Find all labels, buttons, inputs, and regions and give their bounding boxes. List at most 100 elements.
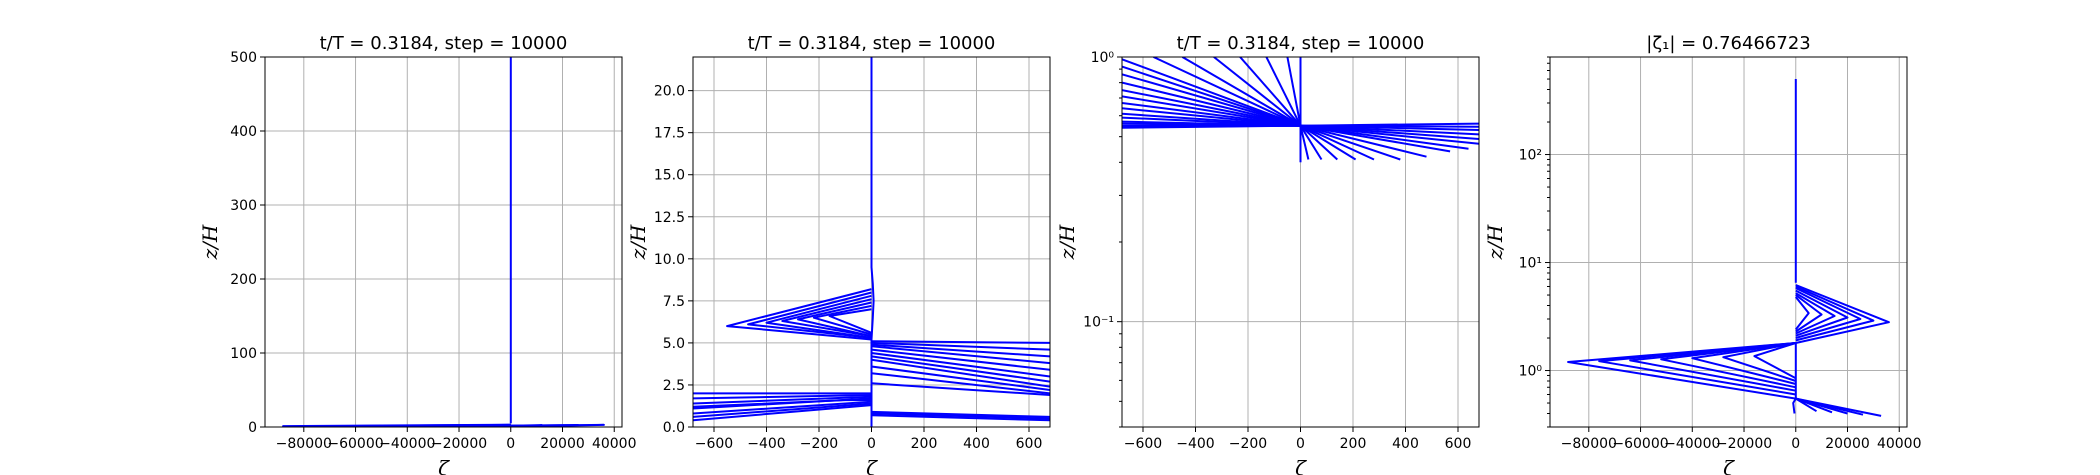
subplot-4-xtick-label-5: 20000 (1825, 436, 1870, 452)
subplot-4-series-14 (1753, 342, 1797, 380)
subplot-2-ytick-label-1: 2.5 (663, 378, 685, 394)
subplot-2-series-13 (871, 352, 1050, 378)
subplot-1-ytick-label-1: 100 (230, 346, 257, 362)
subplot-2-series-25 (693, 402, 872, 418)
subplot-3: t/T = 0.3184, step = 10000 ζ z/H −600 −40… (1055, 33, 1480, 475)
subplot-4-title: |ζ₁| = 0.76466723 (1646, 33, 1810, 54)
subplot-3-series-36 (1299, 125, 1310, 160)
subplot-3-series-31 (1300, 124, 1401, 161)
subplot-1-xlabel: ζ (438, 456, 450, 475)
subplot-4-xtick-label-1: −60000 (1612, 436, 1668, 452)
subplot-4-series-13 (1722, 342, 1797, 382)
subplot-2-ytick-label-2: 5.0 (663, 336, 685, 352)
subplot-2-xtick-label-4: 200 (911, 436, 938, 452)
subplot-3-series-6 (1122, 95, 1301, 127)
subplot-4-series-5 (1795, 292, 1836, 335)
subplot-3-xtick-label-6: 600 (1445, 436, 1472, 452)
subplot-3-series-4 (1122, 81, 1301, 127)
subplot-2-series-16 (871, 365, 1050, 391)
subplot-3-series-29 (1300, 124, 1451, 153)
subplot-4-frame (1549, 56, 1908, 428)
subplot-1-ytick-label-5: 500 (230, 50, 257, 66)
subplot-4-xtick-label-4: 0 (1791, 436, 1800, 452)
subplot-3-series-32 (1300, 124, 1375, 161)
subplot-2-ytick-label-0: 0.0 (663, 420, 685, 436)
subplot-2-ytick-label-5: 12.5 (654, 210, 685, 226)
subplot-4-series-4 (1795, 289, 1849, 337)
subplot-3-series-35 (1299, 125, 1323, 161)
subplot-2-series-0 (870, 57, 875, 340)
subplot-3-series-27 (1300, 124, 1479, 145)
subplot-2-series-18 (871, 382, 1050, 396)
subplot-3-xtick-label-5: 400 (1392, 436, 1419, 452)
subplot-1-title: t/T = 0.3184, step = 10000 (320, 33, 568, 54)
subplot-2-series-21 (693, 395, 872, 405)
subplot-4-xtick-label-6: 40000 (1877, 436, 1922, 452)
subplot-1-xtick-label-3: −20000 (431, 436, 487, 452)
subplot-2-series-24 (693, 400, 872, 415)
subplot-4-xtick-label-3: −20000 (1716, 436, 1772, 452)
subplot-3-xtick-label-2: −200 (1229, 436, 1267, 452)
subplot-2-series-7 (828, 308, 872, 334)
subplot-3-xtick-label-4: 200 (1340, 436, 1367, 452)
subplot-2-ytick-label-8: 20.0 (654, 84, 685, 100)
subplot-3-series-33 (1299, 124, 1357, 161)
subplot-1-ylabel: z/H (198, 224, 222, 260)
subplot-2-ytick-label-3: 7.5 (663, 294, 685, 310)
subplot-4-series-15 (1792, 343, 1797, 414)
subplot-4-ytick-label-1: 10¹ (1519, 256, 1542, 272)
subplot-3-series-2 (1122, 65, 1301, 127)
subplot-1-xtick-label-6: 40000 (592, 436, 637, 452)
subplot-1-ytick-label-2: 200 (230, 272, 257, 288)
subplot-2-series-1 (726, 288, 872, 341)
subplot-3-series-3 (1122, 73, 1301, 127)
subplot-2-series-26 (693, 404, 872, 422)
subplot-1-xtick-label-1: −60000 (327, 436, 383, 452)
subplot-2-xtick-label-5: 400 (963, 436, 990, 452)
subplot-2-series-15 (871, 358, 1050, 388)
subplot-1-series-3 (432, 423, 543, 427)
subplot-4-series-6 (1795, 294, 1823, 333)
subplot-1-ytick-label-0: 0 (248, 420, 257, 436)
subplot-4-series-3 (1795, 287, 1862, 339)
subplot-1-xtick-label-2: −40000 (379, 436, 435, 452)
subplot-2-series-5 (797, 301, 872, 338)
subplot-4: |ζ₁| = 0.76466723 ζ z/H −80000−60000−400… (1483, 33, 1922, 475)
subplot-4-xtick-label-2: −40000 (1664, 436, 1720, 452)
subplot-1-xtick-label-0: −80000 (276, 436, 332, 452)
subplot-3-series-30 (1300, 124, 1427, 158)
subplot-4-ytick-label-2: 10² (1519, 148, 1542, 164)
subplot-3-series-1 (1122, 58, 1301, 127)
subplot-4-xlabel: ζ (1723, 456, 1735, 475)
subplot-2-series-11 (871, 345, 1050, 365)
subplot-2-series-20 (693, 394, 872, 400)
subplot-1-ytick-label-3: 300 (230, 198, 257, 214)
subplot-2-series-12 (871, 348, 1050, 371)
subplot-2-xtick-label-3: 0 (867, 436, 876, 452)
subplot-2-ytick-label-6: 15.0 (654, 168, 685, 184)
subplot-1-xtick-label-4: 0 (506, 436, 515, 452)
subplot-3-xtick-label-3: 0 (1296, 436, 1305, 452)
subplot-2-series-10 (871, 343, 1050, 358)
subplot-2-series-2 (747, 291, 872, 339)
subplot-2-series-17 (871, 372, 1050, 395)
subplot-2-series-4 (781, 298, 872, 338)
subplot-2-series-9 (871, 341, 1050, 351)
subplot-4-series-12 (1691, 342, 1797, 385)
subplot-2-ytick-label-7: 17.5 (654, 126, 685, 142)
subplot-4-series-7 (1795, 296, 1810, 331)
subplot-3-xlabel: ζ (1295, 456, 1307, 475)
subplot-1-xtick-label-5: 20000 (540, 436, 585, 452)
subplot-2-xtick-label-0: −600 (695, 436, 733, 452)
subplot-3-series-16 (1153, 57, 1301, 127)
subplot-4-series-20 (1795, 397, 1818, 413)
subplot-2-series-27 (871, 410, 1050, 418)
subplot-3-ytick-label-1: 10⁰ (1091, 50, 1115, 66)
subplot-4-ytick-label-0: 10⁰ (1519, 364, 1543, 380)
subplot-3-ytick-label-0: 10⁻¹ (1083, 315, 1114, 331)
subplot-2-series-3 (765, 294, 872, 339)
subplot-3-series-18 (1213, 57, 1302, 127)
subplot-3-xtick-label-1: −400 (1176, 436, 1214, 452)
subplot-2-ytick-label-4: 10.0 (654, 252, 685, 268)
subplot-2-series-14 (871, 355, 1050, 383)
